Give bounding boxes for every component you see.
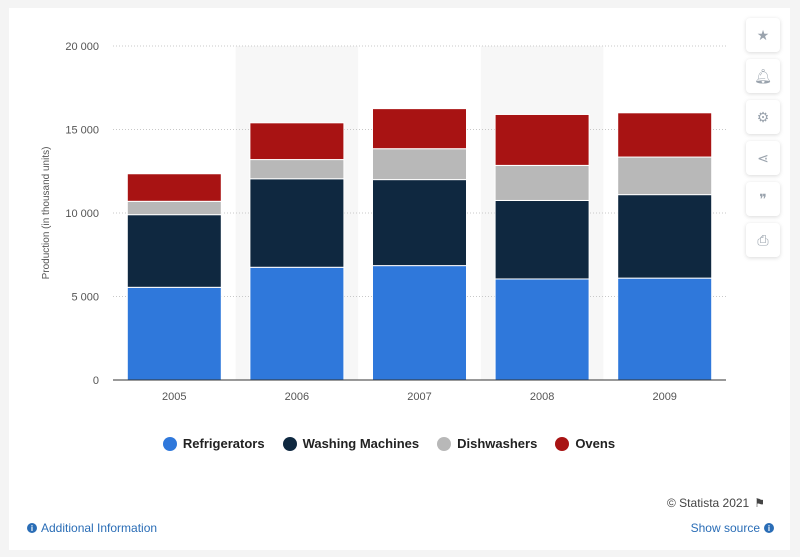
legend-item-washing-machines[interactable]: Washing Machines xyxy=(282,436,420,451)
bar-refrigerators xyxy=(249,266,345,381)
legend-swatch-refrigerators xyxy=(162,436,177,451)
star-button[interactable]: ★ xyxy=(746,18,780,52)
bar-refrigerators xyxy=(372,265,467,381)
x-tick-label: 2007 xyxy=(407,391,431,403)
bar-washing-machines xyxy=(494,199,590,280)
bar-washing-machines xyxy=(126,214,222,288)
share-icon: ⋖ xyxy=(757,149,769,166)
flag-icon: ⚑ xyxy=(754,496,765,510)
additional-information-label: Additional Information xyxy=(41,521,158,535)
legend: Refrigerators Washing Machines Dishwashe… xyxy=(9,436,769,451)
chart: 0 5 000 10 000 15 000 20 000 Production (in t… xyxy=(41,41,726,403)
gear-icon: ⚙ xyxy=(756,108,770,125)
bar-dishwashers xyxy=(249,159,345,180)
bar-dishwashers xyxy=(126,200,222,216)
star-icon: ★ xyxy=(756,26,770,43)
legend-label: Ovens xyxy=(575,436,616,451)
bar-refrigerators xyxy=(126,286,222,381)
print-button[interactable]: ⎙ xyxy=(746,223,780,257)
bar-refrigerators xyxy=(617,277,713,381)
legend-swatch-dishwashers xyxy=(437,436,452,451)
chart-card: 0 5 000 10 000 15 000 20 000 Production (in t… xyxy=(9,8,790,550)
cite-button[interactable]: ❞ xyxy=(746,182,780,216)
bar-washing-machines xyxy=(617,194,713,279)
x-tick-label: 2009 xyxy=(652,391,676,403)
statista-credit[interactable]: © Statista 2021 ⚑ xyxy=(667,496,765,510)
share-button[interactable]: ⋖ xyxy=(746,141,780,175)
legend-label: Dishwashers xyxy=(457,436,538,451)
x-tick-label: 2006 xyxy=(285,391,309,403)
y-tick-label: 15 000 xyxy=(65,125,99,137)
additional-information-link[interactable]: i Additional Information xyxy=(27,521,157,535)
bar-ovens xyxy=(372,108,467,150)
bar-dishwashers xyxy=(372,148,467,181)
legend-item-refrigerators[interactable]: Refrigerators xyxy=(162,436,265,451)
show-source-link[interactable]: Show source i xyxy=(691,521,774,535)
bar-ovens xyxy=(617,112,713,158)
y-tick-label: 10 000 xyxy=(65,208,99,220)
y-tick-label: 5 000 xyxy=(71,292,99,304)
bell-icon: 🔔︎ xyxy=(754,67,772,84)
info-icon: i xyxy=(764,523,774,533)
bar-ovens xyxy=(126,173,222,202)
x-tick-label: 2008 xyxy=(530,391,554,403)
bar-refrigerators xyxy=(494,278,590,381)
notification-button[interactable]: 🔔︎ xyxy=(746,59,780,93)
legend-swatch-washing-machines xyxy=(282,436,297,451)
legend-swatch-ovens xyxy=(555,436,570,451)
bar-ovens xyxy=(494,113,590,166)
bar-washing-machines xyxy=(372,179,467,267)
bar-dishwashers xyxy=(494,164,590,201)
bar-dishwashers xyxy=(617,156,713,196)
credit-text: © Statista 2021 xyxy=(667,496,750,510)
legend-label: Refrigerators xyxy=(182,436,265,451)
info-icon: i xyxy=(27,523,37,533)
toolbar: ★ 🔔︎ ⚙ ⋖ ❞ ⎙ xyxy=(746,18,780,257)
bar-washing-machines xyxy=(249,178,345,268)
x-tick-label: 2005 xyxy=(162,391,186,403)
bar-ovens xyxy=(249,122,345,161)
show-source-label: Show source xyxy=(690,521,760,535)
y-axis-title: Production (in thousand units) xyxy=(41,147,52,280)
settings-button[interactable]: ⚙ xyxy=(746,100,780,134)
quote-icon: ❞ xyxy=(759,190,767,207)
legend-item-ovens[interactable]: Ovens xyxy=(555,436,615,451)
legend-label: Washing Machines xyxy=(302,436,420,451)
y-tick-label: 20 000 xyxy=(65,41,99,53)
y-tick-label: 0 xyxy=(93,375,99,387)
print-icon: ⎙ xyxy=(757,231,769,248)
legend-item-dishwashers[interactable]: Dishwashers xyxy=(437,436,537,451)
